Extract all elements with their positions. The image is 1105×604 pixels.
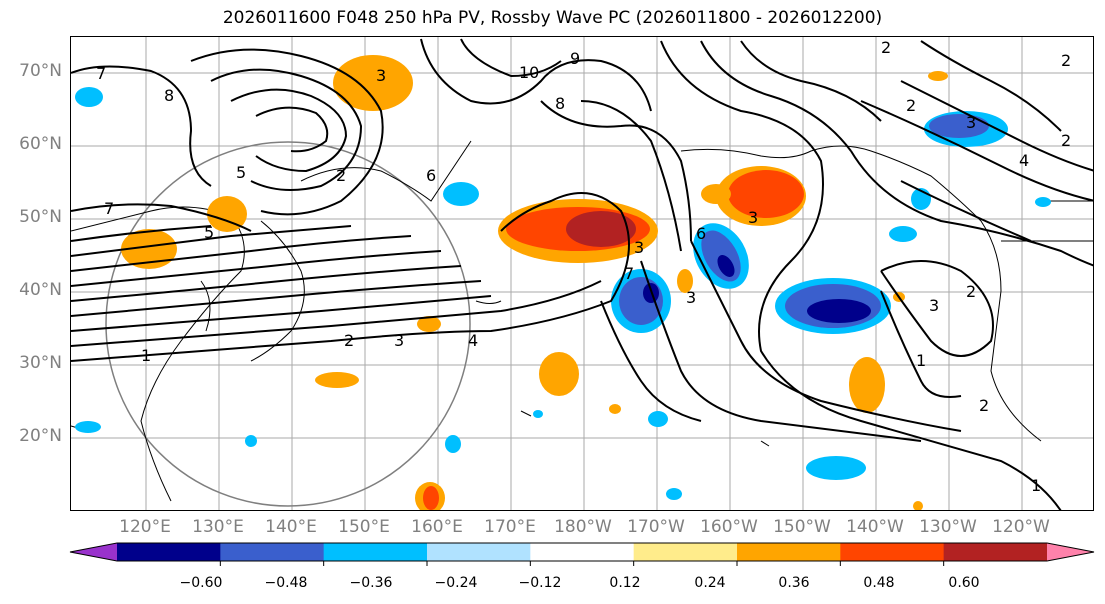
contour-label: 3	[929, 296, 939, 315]
lon-label-140e: 140°E	[265, 517, 317, 537]
contour-label: 3	[748, 208, 758, 227]
contour-label: 2	[906, 96, 916, 115]
contour-label: 2	[1061, 131, 1071, 150]
contour-label: 3	[394, 331, 404, 350]
gridlines	[71, 37, 1093, 510]
positive-pv-anomalies	[121, 55, 948, 510]
colorbar-segments	[117, 543, 1048, 561]
contour-label: 7	[96, 64, 106, 83]
contour-label: 2	[979, 396, 989, 415]
colorbar-tick-label: 0.24	[694, 575, 726, 591]
lon-label-120e: 120°E	[119, 517, 171, 537]
lon-label-170w: 170°W	[627, 517, 685, 537]
contour-label: 1	[1031, 476, 1041, 495]
colorbar-tick-label: −0.48	[264, 575, 308, 591]
colorbar-tick-label: 0.48	[863, 575, 895, 591]
contour-label: 1	[141, 346, 151, 365]
lon-label-130e: 130°E	[192, 517, 244, 537]
lon-label-130w: 130°W	[919, 517, 977, 537]
contour-label: 8	[164, 86, 174, 105]
colorbar-left-triangle	[70, 543, 117, 561]
colorbar-segment	[427, 543, 531, 561]
colorbar-right-triangle	[1047, 543, 1094, 561]
lat-label-40n: 40°N	[19, 280, 62, 300]
colorbar-outline	[69, 542, 1095, 562]
pv-contours	[71, 38, 1093, 510]
contour-label: 3	[376, 66, 386, 85]
colorbar-tick-label: −0.60	[179, 575, 223, 591]
colorbar-segment	[530, 543, 635, 561]
colorbar	[69, 542, 1095, 566]
chart-title: 2026011600 F048 250 hPa PV, Rossby Wave …	[222, 8, 883, 28]
contour-label: 2	[881, 38, 891, 57]
contour-label: 6	[426, 166, 436, 185]
contour-label: 9	[570, 49, 580, 68]
colorbar-segment	[117, 543, 221, 561]
lon-label-150e: 150°E	[338, 517, 390, 537]
colorbar-tick-label: 0.36	[778, 575, 810, 591]
colorbar-tick-label: 0.12	[609, 575, 641, 591]
map-svg: 7 8 10 9 8 2 3 2 5 6 7 5 4 3 2 1 6 3 3 3…	[71, 37, 1093, 510]
coastlines	[71, 140, 1093, 502]
reference-circle	[105, 141, 471, 507]
lon-label-170e: 170°E	[484, 517, 536, 537]
contour-label: 1	[916, 351, 926, 370]
contour-label: 3	[634, 238, 644, 257]
colorbar-segment	[323, 543, 428, 561]
negative-pv-anomalies	[75, 87, 1051, 500]
contour-label: 2	[1061, 51, 1071, 70]
contour-label: 5	[236, 163, 246, 182]
colorbar-tick-label: −0.24	[434, 575, 478, 591]
contour-label: 2	[336, 166, 346, 185]
colorbar-segment	[737, 543, 841, 561]
lat-label-20n: 20°N	[19, 426, 62, 446]
contour-label: 6	[696, 224, 706, 243]
contour-labels: 7 8 10 9 8 2 3 2 5 6 7 5 4 3 2 1 6 3 3 3…	[96, 38, 1071, 495]
colorbar-segment	[220, 543, 325, 561]
lat-label-70n: 70°N	[19, 61, 62, 81]
lon-label-180w: 180°W	[554, 517, 612, 537]
lat-label-30n: 30°N	[19, 353, 62, 373]
colorbar-segment	[633, 543, 738, 561]
colorbar-segment	[840, 543, 945, 561]
colorbar-tick-label: −0.36	[349, 575, 393, 591]
contour-label: 3	[966, 113, 976, 132]
lat-label-60n: 60°N	[19, 134, 62, 154]
lon-label-120w: 120°W	[992, 517, 1050, 537]
colorbar-tick-label: 0.60	[948, 575, 980, 591]
contour-label: 7	[104, 199, 114, 218]
colorbar-tick-label: −0.12	[518, 575, 562, 591]
contour-label: 8	[555, 94, 565, 113]
contour-label: 3	[686, 288, 696, 307]
lon-label-140w: 140°W	[846, 517, 904, 537]
contour-label: 2	[344, 331, 354, 350]
contour-label: 4	[1019, 151, 1029, 170]
contour-label: 4	[468, 331, 478, 350]
lat-label-50n: 50°N	[19, 207, 62, 227]
map-panel: 7 8 10 9 8 2 3 2 5 6 7 5 4 3 2 1 6 3 3 3…	[70, 36, 1094, 511]
contour-label: 2	[966, 282, 976, 301]
contour-label: 5	[204, 223, 214, 242]
colorbar-segment	[943, 543, 1048, 561]
contour-label: 7	[624, 264, 634, 283]
lon-label-160w: 160°W	[700, 517, 758, 537]
lon-label-160e: 160°E	[411, 517, 463, 537]
contour-label: 10	[519, 63, 539, 82]
colorbar-ticks	[219, 561, 945, 566]
lon-label-150w: 150°W	[773, 517, 831, 537]
